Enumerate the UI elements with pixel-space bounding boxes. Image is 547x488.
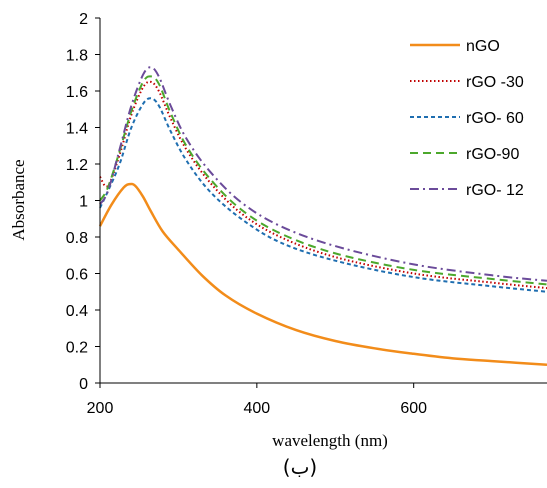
y-tick-label: 0.6 <box>66 267 88 284</box>
y-tick-label: 0 <box>79 376 88 393</box>
y-tick-label: 1.8 <box>66 48 88 65</box>
plot-lines <box>98 66 547 367</box>
legend-label: rGO- 12 <box>466 182 524 199</box>
y-tick-label: 1.6 <box>66 84 88 101</box>
y-tick-label: 1 <box>79 194 88 211</box>
legend-label: rGO-90 <box>466 146 519 163</box>
x-ticks: 200 400 600 <box>87 383 427 417</box>
y-tick-label: 1.2 <box>66 157 88 174</box>
y-tick-label: 2 <box>79 11 88 28</box>
legend-label: rGO -30 <box>466 74 524 91</box>
y-ticks: 0 0.2 0.4 0.6 0.8 1 1.2 1.4 1.6 1.8 2 <box>66 11 100 393</box>
series-line-1 <box>98 182 547 367</box>
y-tick-label: 1.4 <box>66 121 88 138</box>
x-tick-label: 200 <box>87 400 114 417</box>
figure-caption: (ب) <box>283 455 317 479</box>
y-axis-title: Absorbance <box>9 159 28 240</box>
legend-label: rGO- 60 <box>466 110 524 127</box>
legend: nGO rGO -30 rGO- 60 rGO-90 rGO- 12 <box>410 38 524 199</box>
y-tick-label: 0.8 <box>66 230 88 247</box>
series-line-3 <box>99 97 547 293</box>
x-tick-label: 600 <box>400 400 427 417</box>
y-tick-label: 0.4 <box>66 303 88 320</box>
y-tick-label: 0.2 <box>66 340 88 357</box>
series-line-5 <box>99 66 547 282</box>
x-axis-title: wavelength (nm) <box>272 431 388 450</box>
x-tick-label: 400 <box>243 400 270 417</box>
series-line-2 <box>99 80 547 290</box>
axes <box>99 18 547 384</box>
series-line-4 <box>99 75 547 286</box>
legend-label: nGO <box>466 38 500 55</box>
